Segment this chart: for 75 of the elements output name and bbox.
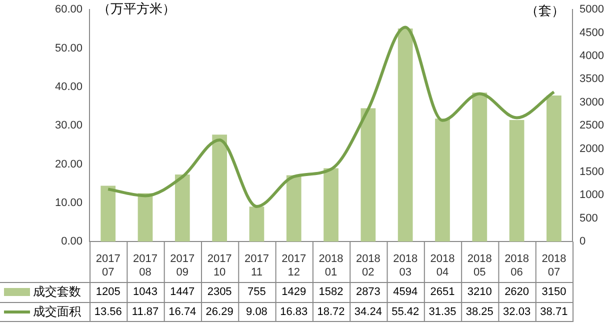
data-label: 26.29 [206,306,234,318]
y-tick-label: 40.00 [54,80,83,93]
y-tick-label: 30.00 [54,120,83,132]
data-label: 32.03 [503,306,531,318]
bar [360,108,376,242]
data-label: 55.42 [392,306,420,318]
x-tick-label: 2018 07 [542,253,566,278]
y2-tick-label: 4500 [580,26,604,39]
y2-tick-label: 1000 [580,189,604,202]
data-label: 3210 [467,286,492,298]
x-tick-label: 2017 11 [244,253,269,278]
bar [249,206,264,242]
y-tick-label: 0.00 [61,236,83,248]
x-tick-label: 2017 10 [207,253,232,278]
data-label: 18.72 [317,306,345,318]
y2-tick-label: 5000 [580,4,604,16]
x-tick-label: 2018 06 [504,253,530,278]
bar [324,168,338,242]
y-axis-title: （万平方米） [98,1,176,16]
data-label: 31.35 [428,306,456,318]
data-label: 4594 [393,286,418,298]
data-label: 2305 [207,286,232,298]
data-label: 1582 [318,286,344,298]
data-label: 2620 [504,286,530,298]
y2-tick-label: 500 [580,212,598,224]
x-tick-label: 2018 05 [467,253,492,278]
data-label: 1043 [133,286,158,298]
bar [472,92,488,242]
y2-tick-label: 1500 [580,166,604,178]
y-tick-label: 20.00 [54,158,83,170]
y2-tick-label: 2000 [580,142,604,155]
data-label: 34.24 [354,306,382,318]
data-label: 38.25 [466,306,494,318]
data-label: 1447 [170,286,195,298]
data-label: 16.74 [168,306,196,318]
legend-label: 成交面积 [33,304,81,318]
bar [174,174,190,242]
data-label: 2873 [356,286,380,298]
y-tick-label: 50.00 [54,42,83,54]
bar [138,193,153,242]
bar [100,186,116,242]
line-series [106,26,556,208]
x-tick-label: 2018 04 [430,253,455,278]
data-label: 3150 [542,286,566,298]
y2-axis-title: （套） [526,3,565,18]
data-label: 1429 [282,286,306,298]
bar [435,118,450,242]
data-label: 11.87 [132,306,159,318]
y2-tick-label: 0 [580,236,586,248]
x-tick-label: 2017 09 [170,253,195,278]
x-tick-label: 2018 02 [356,253,380,278]
bar [546,95,562,242]
bar [398,28,413,242]
x-tick-label: 2017 07 [96,253,120,278]
y2-tick-label: 4000 [580,50,604,62]
bar [509,120,524,242]
y-tick-label: 10.00 [54,196,83,209]
y-tick-label: 60.00 [54,4,83,16]
x-tick-label: 2017 08 [133,253,158,278]
x-tick-label: 2018 03 [393,253,418,278]
data-label: 1205 [96,286,120,298]
x-tick-label: 2018 01 [318,253,344,278]
x-tick-label: 2017 12 [282,253,306,278]
y2-tick-label: 3500 [580,73,604,86]
data-label: 755 [248,286,266,298]
data-label: 9.08 [246,306,268,318]
bar [212,134,227,242]
data-label: 13.56 [94,306,122,318]
y2-tick-label: 2500 [580,120,604,132]
data-label: 38.71 [540,306,568,318]
data-label: 2651 [430,286,455,298]
y2-tick-label: 3000 [580,96,604,108]
data-label: 16.83 [280,306,308,318]
bar [286,175,302,242]
legend-label: 成交套数 [33,284,81,298]
